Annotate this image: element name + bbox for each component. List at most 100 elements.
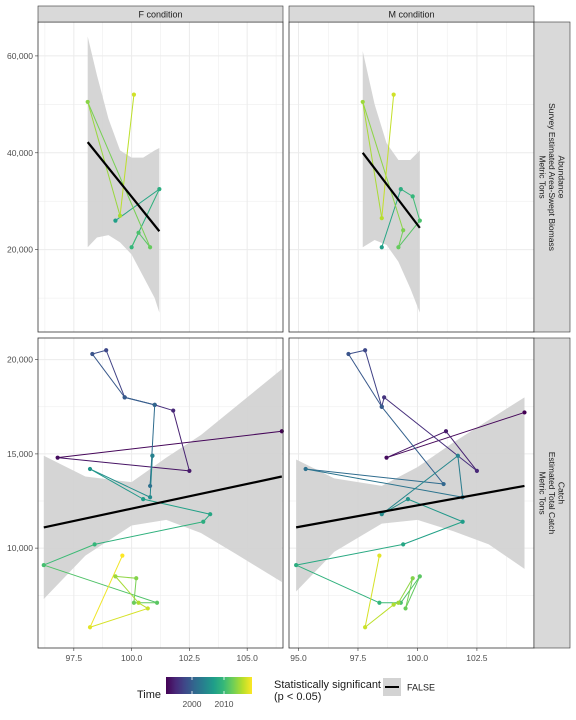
data-point	[104, 348, 109, 353]
data-point	[379, 216, 384, 221]
data-point	[208, 512, 213, 517]
data-point	[150, 453, 155, 458]
data-point	[113, 218, 118, 223]
path-segment	[124, 396, 155, 406]
panel-1	[288, 21, 535, 333]
data-point	[405, 497, 411, 502]
panel-2: 10,000 15,000 20,000 97.5 100.0 102.5 105.0	[7, 337, 284, 663]
data-point	[154, 600, 160, 605]
path-segment	[397, 230, 404, 248]
path-segment	[87, 101, 121, 216]
path-segment	[381, 94, 395, 219]
data-point	[87, 625, 93, 630]
data-point	[522, 410, 527, 415]
data-point	[201, 519, 206, 524]
path-segment	[172, 410, 190, 471]
data-point	[90, 351, 95, 357]
data-point	[474, 468, 480, 473]
legend-sig-label: FALSE	[407, 683, 435, 693]
y-tick-label: 15,000	[7, 449, 33, 459]
data-point	[396, 245, 401, 250]
path-segment	[362, 101, 383, 219]
data-point	[401, 228, 406, 233]
path-segment	[457, 455, 464, 498]
data-point	[131, 92, 137, 97]
path-segment	[43, 543, 95, 566]
path-segment	[89, 555, 123, 628]
data-point	[377, 600, 382, 605]
data-point	[379, 404, 384, 409]
row-strip-line: Survey Estimated Area-Swept Biomass	[547, 103, 557, 251]
path-segment	[57, 457, 190, 472]
path-segment	[89, 468, 144, 500]
legend-time-colorbar	[166, 677, 252, 694]
path-segment	[154, 404, 174, 412]
row-strip-line: Metric Tons	[538, 155, 548, 198]
path-segment	[92, 349, 107, 355]
path-segment	[138, 232, 151, 248]
panels-group: 20,000 40,000 60,000 10,000 15,000 20,000 97.5…	[7, 21, 535, 663]
panel-border	[37, 337, 284, 649]
data-point	[85, 99, 90, 105]
x-tick-label: 105.0	[237, 653, 259, 663]
column-strip-right: M condition	[288, 5, 535, 23]
path-segment	[119, 94, 135, 216]
legend-time-label-2010: 2010	[215, 699, 234, 709]
path-segment	[57, 430, 282, 459]
data-point	[382, 395, 387, 400]
row-strip-line: Abundance	[557, 155, 567, 198]
confidence-band	[87, 36, 160, 313]
legend-time-label-2000: 2000	[183, 699, 202, 709]
path-segment	[89, 607, 148, 628]
path-segment	[296, 543, 404, 566]
legend-time: Time 2000 2010	[137, 677, 252, 709]
path-segment	[364, 350, 383, 407]
path-segment	[115, 575, 137, 579]
data-point	[131, 600, 137, 605]
path-segment	[143, 498, 211, 515]
x-tick-label: 95.0	[290, 653, 307, 663]
data-point	[147, 483, 153, 489]
data-point	[113, 574, 118, 579]
path-segment	[305, 468, 444, 485]
path-segment	[402, 521, 463, 545]
data-point	[152, 402, 157, 407]
fit-line	[361, 152, 421, 229]
path-segment	[43, 564, 158, 604]
data-point	[403, 606, 408, 611]
data-point	[441, 481, 446, 487]
column-strip-left: F condition	[37, 5, 284, 23]
data-point	[294, 562, 299, 568]
row-strip-bottom-label: CatchEstimated Total CatchMetric Tons	[538, 452, 567, 535]
x-tick-label: 102.5	[466, 653, 488, 663]
data-point	[401, 542, 406, 547]
column-strip-right-label: M condition	[388, 10, 434, 20]
column-strip-left-label: F condition	[138, 10, 182, 20]
data-point	[134, 576, 139, 581]
data-point	[92, 542, 97, 547]
x-tick-label: 100.0	[407, 653, 429, 663]
path-segment	[362, 101, 404, 231]
data-point	[443, 429, 449, 434]
path-segment	[400, 188, 413, 197]
data-point	[117, 213, 123, 218]
path-segment	[295, 564, 380, 604]
confidence-band	[362, 51, 420, 313]
y-tick-label: 40,000	[7, 148, 33, 158]
path-segment	[407, 498, 463, 523]
path-segment	[381, 406, 445, 485]
y-tick-label: 20,000	[7, 245, 33, 255]
fit-line	[295, 484, 525, 529]
row-strip-top: AbundanceSurvey Estimated Area-Swept Bio…	[533, 21, 571, 333]
fit-line	[86, 141, 161, 232]
data-point	[157, 187, 162, 192]
data-point	[122, 395, 127, 400]
path-segment	[412, 196, 421, 221]
path-segment	[94, 521, 204, 545]
path-segment	[115, 576, 139, 604]
data-point	[417, 218, 422, 223]
data-point	[171, 408, 176, 413]
data-point	[360, 99, 365, 105]
data-point	[391, 602, 396, 607]
